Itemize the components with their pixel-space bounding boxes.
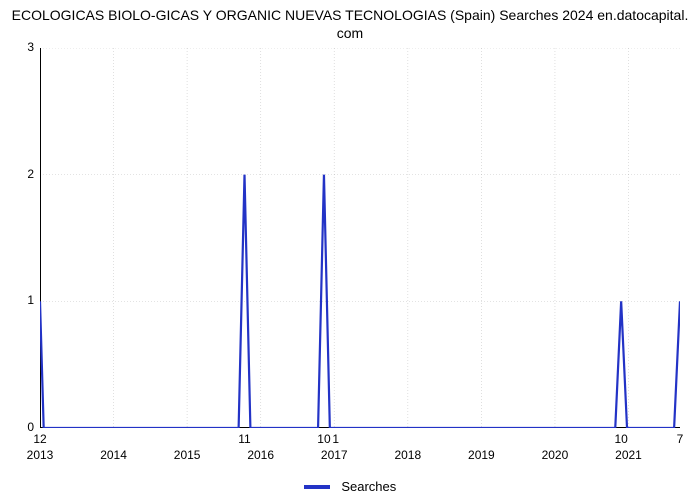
x-tick-2019: 2019 xyxy=(468,448,495,462)
x-tick-2021: 2021 xyxy=(615,448,642,462)
title-line1: ECOLOGICAS BIOLO-GICAS Y ORGANIC NUEVAS … xyxy=(12,7,689,23)
y-tick-2: 2 xyxy=(4,167,34,181)
x-tick-2014: 2014 xyxy=(100,448,127,462)
point-label-0: 12 xyxy=(33,432,46,446)
chart-container: { "chart": { "type": "line", "title_line… xyxy=(0,0,700,500)
point-label-2: 10 xyxy=(317,432,330,446)
x-tick-2016: 2016 xyxy=(247,448,274,462)
legend: Searches xyxy=(0,478,700,494)
x-tick-2013: 2013 xyxy=(27,448,54,462)
chart-svg xyxy=(40,48,680,428)
point-label-3: 10 xyxy=(614,432,627,446)
point-label-1: 11 xyxy=(238,432,250,446)
x-tick-2018: 2018 xyxy=(394,448,421,462)
x-tick-2017: 2017 xyxy=(321,448,348,462)
legend-swatch xyxy=(304,485,330,489)
y-tick-3: 3 xyxy=(4,40,34,54)
title-line2: com xyxy=(337,25,363,41)
x-tick-2020: 2020 xyxy=(542,448,569,462)
legend-label: Searches xyxy=(341,479,396,494)
chart-title: ECOLOGICAS BIOLO-GICAS Y ORGANIC NUEVAS … xyxy=(0,0,700,42)
plot-area xyxy=(40,48,680,428)
y-tick-1: 1 xyxy=(4,293,34,307)
point-label-2b: 1 xyxy=(332,432,339,446)
point-label-4: 7 xyxy=(677,432,684,446)
x-tick-2015: 2015 xyxy=(174,448,201,462)
y-tick-0: 0 xyxy=(4,420,34,434)
